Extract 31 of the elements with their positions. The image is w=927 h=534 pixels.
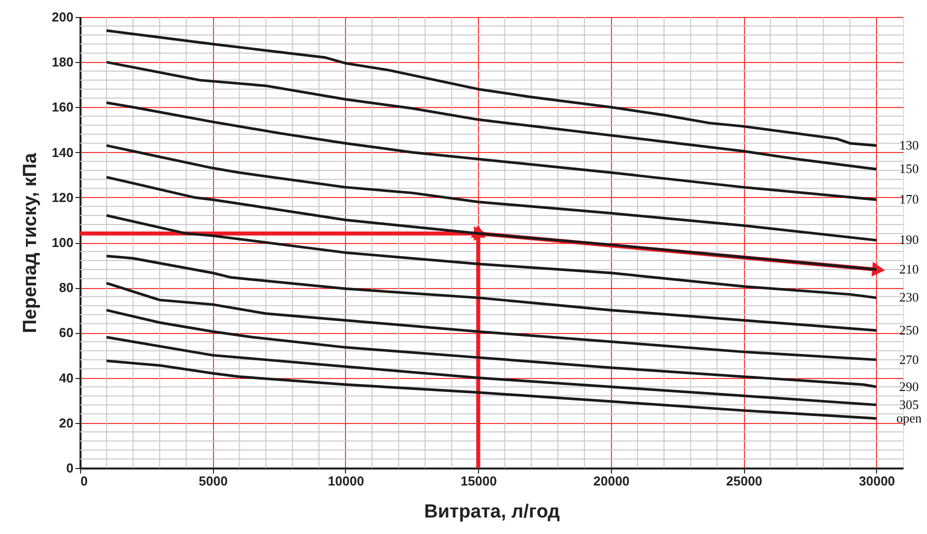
y-tick-label: 160: [52, 100, 74, 115]
y-tick-label: 120: [52, 190, 74, 205]
y-tick-label: 20: [59, 415, 74, 430]
x-tick-label: 5000: [198, 474, 228, 488]
series-label: 305: [899, 396, 919, 412]
series-label: 230: [899, 290, 919, 305]
x-tick-label: 25000: [726, 474, 762, 488]
y-tick-label: 180: [52, 54, 74, 70]
series-label: 130: [899, 138, 919, 153]
y-tick-label: 60: [59, 325, 74, 340]
series-label: 290: [899, 378, 919, 394]
x-tick-label: 30000: [858, 474, 896, 488]
series-label: 210: [899, 262, 919, 277]
y-tick-label: 40: [59, 370, 74, 386]
x-tick-label: 20000: [593, 474, 630, 488]
y-tick-label: 80: [59, 280, 74, 296]
y-tick-label: 200: [52, 10, 74, 24]
series-label: 190: [899, 232, 919, 248]
series-label: 170: [899, 192, 919, 207]
series-label: open: [896, 410, 922, 426]
x-axis-title: Витрата, л/год: [424, 502, 560, 522]
x-tick-label: 15000: [460, 474, 497, 488]
x-tick-label: 10000: [328, 474, 364, 488]
series-label: 270: [899, 352, 919, 367]
y-axis-title: Перепад тиску, кПа: [20, 152, 41, 334]
series-label: 150: [899, 161, 919, 176]
x-tick-label: 0: [80, 474, 88, 488]
series-label: 250: [899, 322, 919, 338]
y-tick-label: 100: [52, 235, 74, 250]
y-tick-label: 0: [66, 460, 74, 476]
y-tick-label: 140: [52, 144, 74, 160]
